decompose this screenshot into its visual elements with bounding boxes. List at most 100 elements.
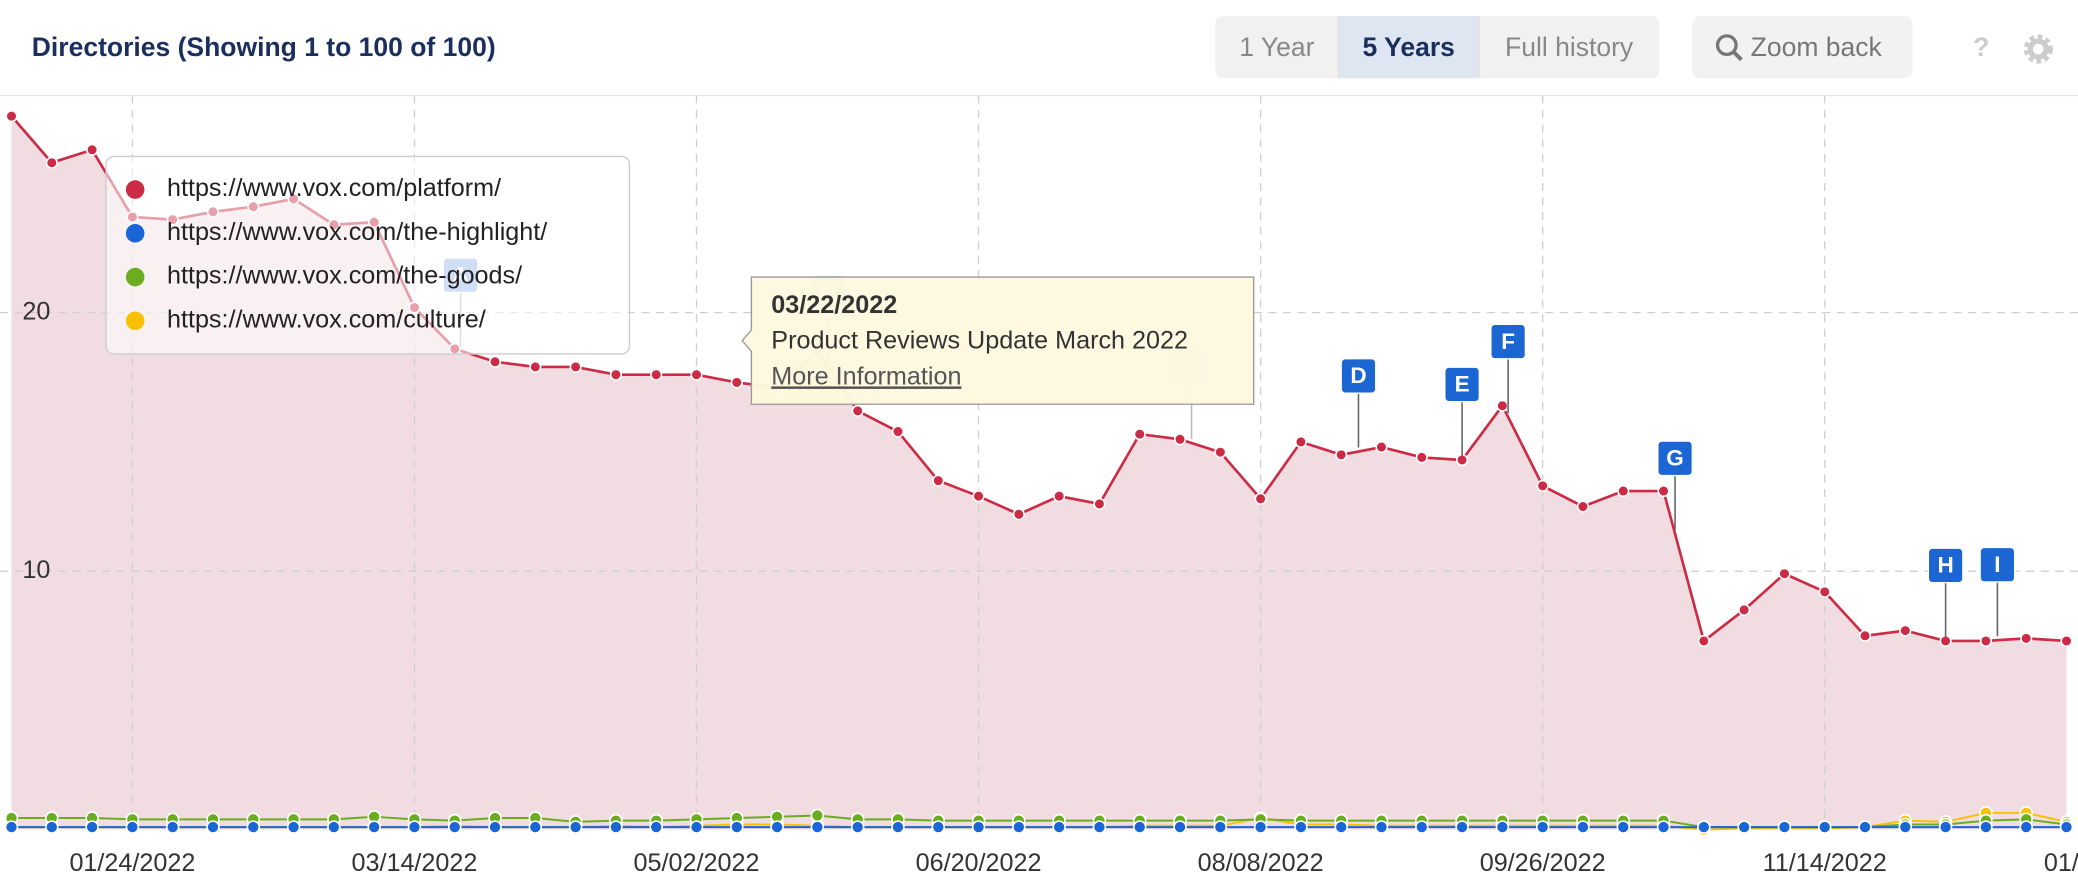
data-point — [730, 820, 744, 834]
data-point — [5, 110, 18, 123]
data-point — [1092, 820, 1107, 834]
legend-label[interactable]: https://www.vox.com/culture/ — [167, 305, 486, 333]
x-tick-label: 08/08/2022 — [1198, 849, 1324, 877]
data-point — [1535, 820, 1550, 834]
zoom-back-label[interactable]: Zoom back — [1751, 32, 1883, 62]
data-point — [1012, 508, 1025, 521]
data-point — [1132, 820, 1147, 834]
event-flag[interactable] — [1444, 366, 1480, 403]
data-point — [1817, 820, 1832, 834]
data-point — [1616, 820, 1631, 834]
event-marker[interactable]: D — [1340, 358, 1377, 448]
x-tick-label: 06/20/2022 — [916, 849, 1042, 877]
data-point — [1496, 399, 1509, 412]
data-point — [609, 820, 623, 834]
y-tick-label: 20 — [22, 297, 50, 325]
data-point — [1415, 820, 1429, 834]
data-point — [1253, 820, 1268, 834]
data-point — [1657, 484, 1670, 498]
event-label[interactable]: H — [1937, 553, 1953, 578]
data-point — [1778, 567, 1791, 580]
event-label[interactable]: F — [1501, 329, 1515, 354]
data-point — [1093, 497, 1106, 511]
data-point — [367, 820, 381, 834]
data-point — [206, 820, 220, 834]
data-point — [1898, 820, 1913, 834]
data-point — [488, 355, 502, 368]
event-label[interactable]: I — [1994, 552, 2000, 577]
area-fill — [11, 116, 2067, 830]
data-point — [1938, 820, 1953, 834]
event-marker[interactable]: H — [1927, 547, 1964, 637]
x-tick-label: 05/02/2022 — [634, 849, 760, 877]
plot-area — [0, 95, 2078, 837]
data-point — [1576, 820, 1590, 834]
zoom-back-bg[interactable] — [1692, 15, 1913, 79]
chart-title: Directories (Showing 1 to 100 of 100) — [32, 32, 496, 62]
event-label[interactable]: G — [1666, 446, 1684, 471]
data-point — [1737, 820, 1751, 834]
event-label[interactable]: E — [1455, 372, 1470, 397]
x-tick-label: 11/14/2022 — [1763, 849, 1887, 877]
event-marker[interactable]: E — [1444, 366, 1480, 457]
data-point — [1334, 820, 1348, 834]
range-button[interactable]: 1 Year — [1239, 32, 1314, 62]
data-point — [86, 143, 99, 156]
data-point — [810, 820, 825, 834]
data-point — [1294, 435, 1308, 448]
legend-label[interactable]: https://www.vox.com/the-goods/ — [167, 262, 522, 290]
event-flag[interactable] — [1657, 440, 1693, 477]
data-point — [1697, 820, 1711, 834]
legend-label[interactable]: https://www.vox.com/platform/ — [167, 174, 501, 202]
settings-icon[interactable] — [2023, 34, 2053, 64]
data-point — [1455, 453, 1469, 467]
data-point — [1213, 820, 1228, 834]
data-point — [932, 474, 945, 487]
data-point — [689, 820, 704, 834]
data-point — [125, 820, 140, 834]
data-point — [1536, 479, 1549, 492]
event-flag[interactable] — [1979, 546, 2016, 583]
data-point — [1939, 634, 1952, 648]
data-point — [1656, 820, 1671, 834]
data-point — [568, 820, 583, 834]
range-button[interactable]: 5 Years — [1363, 32, 1455, 62]
data-point — [165, 820, 180, 834]
data-point — [45, 156, 58, 169]
range-button[interactable]: Full history — [1505, 32, 1634, 62]
data-point — [810, 808, 825, 823]
button-selected-bg[interactable] — [1338, 15, 1479, 79]
data-point — [569, 360, 582, 374]
data-point — [4, 820, 19, 834]
event-flag[interactable] — [1340, 358, 1377, 394]
data-point — [1858, 820, 1872, 834]
x-tick-label: 03/14/2022 — [351, 849, 477, 877]
tooltip-date: 03/22/2022 — [771, 291, 897, 319]
overlay: ABCDEFGHIhttps://www.vox.com/platform/ht… — [105, 155, 2016, 637]
x-tick-label: 09/26/2022 — [1480, 849, 1606, 877]
event-marker[interactable]: F — [1490, 323, 1527, 414]
event-marker[interactable]: I — [1979, 546, 2016, 637]
help-icon[interactable]: ? — [1973, 32, 1989, 62]
data-point — [1012, 820, 1026, 834]
data-point — [1818, 585, 1831, 598]
zoom-icon — [1715, 34, 1738, 57]
data-point — [528, 820, 543, 834]
data-point — [85, 820, 99, 834]
event-flag[interactable] — [1490, 323, 1527, 360]
event-label[interactable]: D — [1350, 363, 1366, 388]
gear-ring — [2027, 38, 2049, 60]
data-point — [2019, 820, 2033, 834]
event-flag[interactable] — [1927, 547, 1964, 584]
data-point — [1375, 440, 1388, 454]
legend-swatch — [125, 311, 145, 331]
tooltip-link[interactable]: More Information — [771, 362, 961, 390]
data-point — [2020, 632, 2033, 645]
data-point — [407, 820, 422, 834]
data-point — [931, 820, 946, 834]
event-marker[interactable]: G — [1657, 440, 1693, 530]
data-point — [1979, 820, 1993, 834]
zoom-back-button[interactable]: Zoom back — [1692, 15, 1913, 79]
legend-label[interactable]: https://www.vox.com/the-highlight/ — [167, 218, 547, 246]
